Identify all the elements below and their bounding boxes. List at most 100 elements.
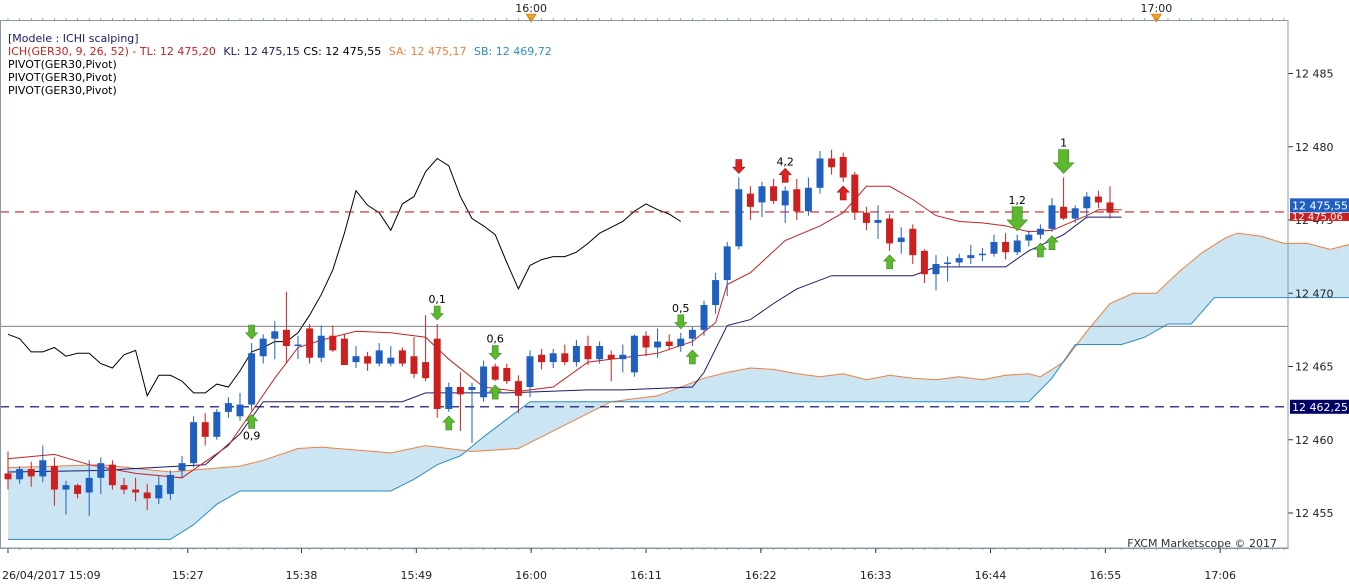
credit-text: FXCM Marketscope © 2017 [1127, 537, 1277, 550]
top-time-label: 16:00 [515, 2, 547, 15]
bear-candle [770, 186, 778, 201]
partial-price-tag: 12 475,06 [1292, 212, 1343, 223]
buy-signal-arrow [836, 185, 850, 201]
bear-candle [282, 329, 290, 346]
legend-sb: SB: 12 469,72 [474, 45, 552, 58]
legend-pivot-2: PIVOT(GER30,Pivot) [8, 71, 117, 84]
bear-candle [201, 422, 209, 437]
chikou-line [7, 157, 682, 398]
bull-candle [1048, 205, 1056, 229]
senkou-b-line [8, 297, 1349, 540]
bull-candle [619, 354, 627, 360]
bear-candle [514, 381, 522, 396]
buy-signal-arrow [244, 414, 259, 429]
ichimoku-cloud [8, 233, 1349, 540]
bear-candle [828, 158, 836, 168]
bear-candle [50, 466, 58, 490]
buy-signal-arrow [442, 415, 456, 431]
x-tick-label: 17:06 [1204, 569, 1236, 582]
bear-candle [607, 354, 615, 360]
bull-candle [816, 158, 824, 188]
bull-candle [1083, 196, 1091, 209]
bear-candle [538, 354, 546, 363]
bull-candle [549, 353, 557, 363]
buy-signal-arrow [1045, 235, 1059, 250]
bear-candle [793, 189, 801, 212]
x-tick-label: 16:22 [745, 569, 777, 582]
x-tick-label: 16:33 [860, 569, 892, 582]
legend-pivot-3: PIVOT(GER30,Pivot) [8, 84, 117, 97]
bull-candle [596, 345, 604, 360]
buy-signal-arrow [488, 384, 502, 400]
bull-candle [155, 485, 163, 499]
bear-candle [584, 345, 592, 360]
bull-candle [572, 345, 580, 363]
bear-candle [120, 485, 128, 490]
kijun-line [7, 216, 1122, 473]
bull-candle [712, 280, 720, 305]
bull-candle [804, 187, 812, 212]
signal-label: 0,1 [428, 293, 446, 306]
y-tick-label: 12 485 [1295, 68, 1334, 81]
bull-candle [468, 387, 476, 390]
y-tick-label: 12 470 [1295, 287, 1334, 300]
bull-candle [688, 329, 696, 339]
bull-candle [630, 335, 638, 373]
legend-kl: KL: 12 475,15 [223, 45, 300, 58]
buy-signal-arrow [1033, 242, 1048, 258]
bull-candle [955, 258, 963, 263]
bull-candle [654, 341, 662, 348]
y-tick-label: 12 480 [1295, 141, 1334, 154]
x-tick-label: 26/04/2017 15:09 [2, 569, 101, 582]
bull-candle [190, 422, 198, 464]
bull-candle [387, 357, 395, 364]
bull-candle [526, 356, 534, 388]
bull-candle [1013, 240, 1021, 253]
bull-candle [944, 262, 952, 264]
bear-candle [74, 485, 82, 494]
signal-label: 0,5 [672, 302, 690, 315]
bear-candle [132, 489, 140, 493]
candles [4, 149, 1114, 516]
bull-candle [1071, 208, 1079, 219]
bull-candle [874, 220, 882, 223]
sell-signal-arrow [244, 324, 259, 340]
signal-label: 0,9 [243, 429, 261, 442]
bull-candle [352, 356, 360, 363]
sell-signal-arrow [674, 314, 688, 330]
bull-candle [677, 338, 685, 346]
bull-candle [317, 335, 325, 358]
sell-signal-arrow [732, 159, 746, 174]
bear-candle [398, 350, 406, 364]
bull-candle [248, 353, 256, 405]
bull-candle [271, 331, 279, 339]
y-tick-label: 12 460 [1295, 434, 1334, 447]
session-marker-icon [525, 13, 537, 23]
bear-candle [665, 341, 673, 346]
bear-candle [491, 366, 499, 380]
bear-candle [306, 328, 314, 358]
support-price-tag-bg [1290, 399, 1349, 414]
legend-ichimoku: ICH(GER30, 9, 26, 52) - TL: 12 475,20 KL… [8, 45, 552, 58]
legend-sa: SA: 12 475,17 [388, 45, 467, 58]
legend-ichimoku-name: ICH(GER30, 9, 26, 52) - [8, 45, 137, 58]
sell-signal-arrow [1006, 206, 1029, 232]
bear-candle [340, 338, 348, 366]
tenkan-line [7, 185, 1122, 479]
bear-candle [1094, 196, 1102, 203]
bear-candle [108, 464, 116, 486]
x-tick-label: 16:44 [975, 569, 1007, 582]
bull-candle [758, 186, 766, 203]
x-tick-label: 16:00 [515, 569, 547, 582]
bear-candle [422, 362, 430, 379]
bull-candle [224, 403, 232, 412]
bull-candle [62, 485, 70, 490]
bear-candle [364, 356, 372, 364]
current-price-tag: 12 475,55 [1292, 199, 1348, 212]
bear-candle [839, 157, 847, 178]
bull-candle [294, 344, 302, 347]
bear-candle [1060, 206, 1068, 219]
bull-candle [990, 241, 998, 254]
